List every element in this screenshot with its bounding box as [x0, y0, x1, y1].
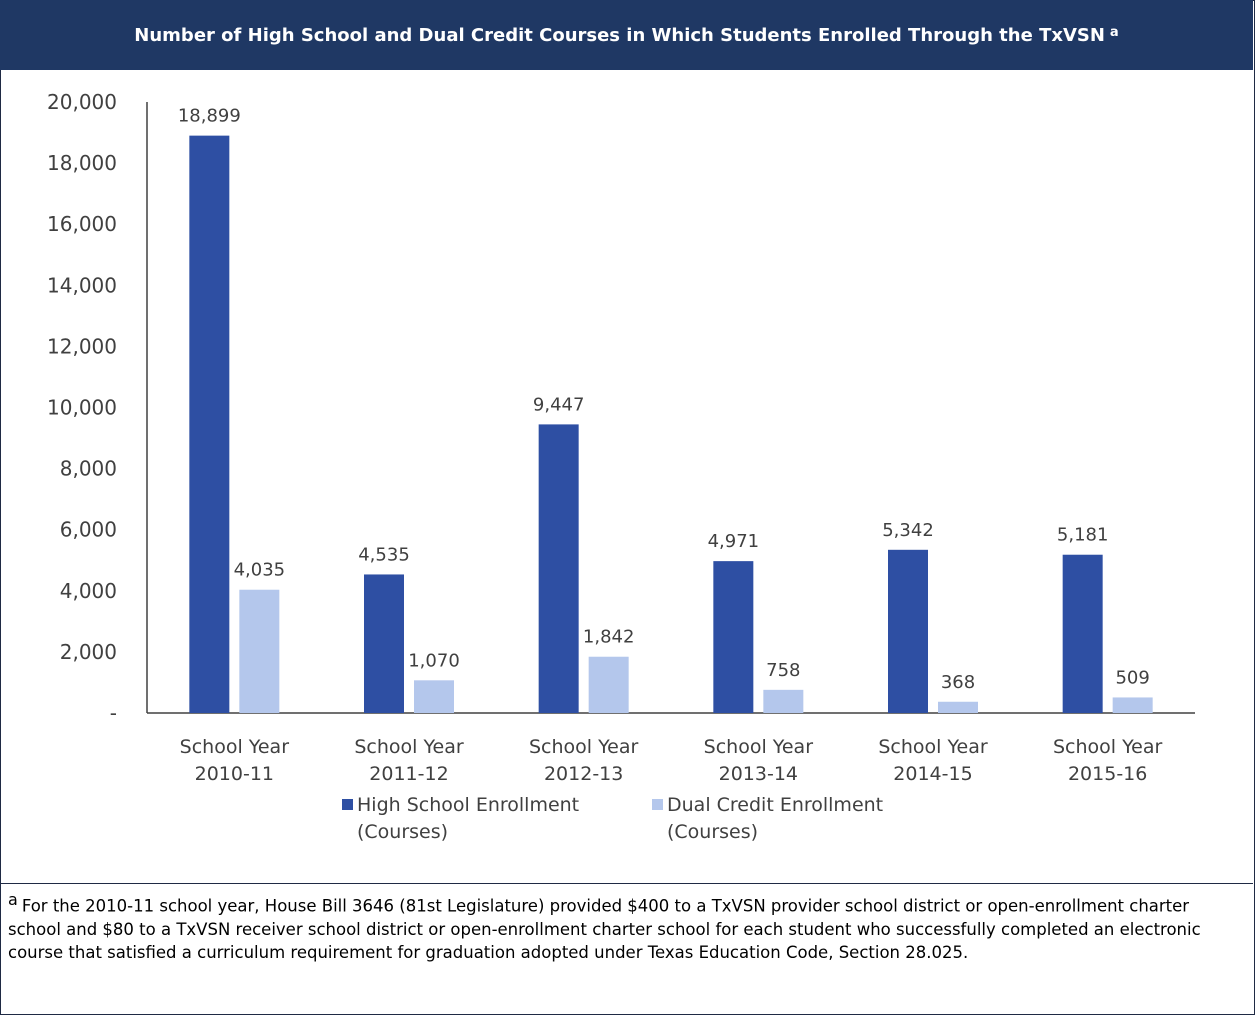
data-label: 9,447: [533, 394, 585, 415]
y-tick-label: 18,000: [47, 151, 117, 175]
x-tick-label: School Year: [354, 736, 464, 758]
data-label: 368: [941, 672, 975, 693]
x-tick-label: School Year: [180, 736, 290, 758]
data-label: 1,070: [408, 650, 460, 671]
x-tick-label: 2015-16: [1068, 763, 1147, 785]
bar: [938, 701, 978, 713]
data-label: 4,535: [358, 544, 410, 565]
footnote-divider: [0, 883, 1253, 884]
bar: [888, 549, 928, 713]
footnote: a For the 2010-11 school year, House Bill…: [8, 888, 1243, 964]
bar: [189, 135, 230, 713]
footnote-marker: a: [8, 890, 18, 909]
legend-label: (Courses): [357, 821, 448, 843]
legend-swatch: [652, 799, 663, 810]
data-label: 4,971: [708, 531, 760, 552]
legend-label: (Courses): [667, 821, 758, 843]
data-label: 18,899: [178, 106, 241, 127]
data-label: 5,342: [882, 520, 934, 541]
bar: [1062, 554, 1103, 713]
x-tick-label: School Year: [878, 736, 988, 758]
chart-header: Number of High School and Dual Credit Co…: [0, 0, 1253, 70]
x-tick-label: 2013-14: [719, 763, 798, 785]
bar: [538, 424, 579, 713]
y-tick-label: 6,000: [60, 518, 117, 542]
x-tick-label: School Year: [1053, 736, 1163, 758]
x-tick-label: School Year: [529, 736, 639, 758]
bar: [239, 589, 280, 713]
legend-swatch: [342, 799, 353, 810]
y-tick-label: 10,000: [47, 396, 117, 420]
x-tick-label: 2012-13: [544, 763, 623, 785]
y-tick-label: 14,000: [47, 273, 117, 297]
bar-chart: - 2,000 4,000 6,000 8,000 10,000 12,000 14,000 1…: [47, 90, 1195, 843]
data-label: 5,181: [1057, 525, 1109, 546]
y-tick-label: 2,000: [60, 640, 117, 664]
data-label: 758: [766, 660, 800, 681]
bar: [414, 680, 454, 713]
data-label: 509: [1115, 667, 1149, 688]
x-tick-label: 2010-11: [195, 763, 274, 785]
legend-label: Dual Credit Enrollment: [667, 794, 883, 816]
footnote-text: For the 2010-11 school year, House Bill …: [8, 896, 1201, 962]
y-tick-label: 16,000: [47, 212, 117, 236]
data-label: 4,035: [234, 560, 286, 581]
y-tick-label: 20,000: [47, 90, 117, 114]
x-tick-label: School Year: [704, 736, 814, 758]
x-tick-label: 2011-12: [369, 763, 448, 785]
x-tick-label: 2014-15: [893, 763, 972, 785]
data-label: 1,842: [583, 627, 635, 648]
title-footnote-marker: a: [1109, 24, 1119, 40]
chart-title: Number of High School and Dual Credit Co…: [134, 24, 1105, 46]
bar: [588, 656, 629, 713]
y-tick-label: -: [110, 701, 117, 725]
bar: [763, 689, 804, 713]
y-tick-label: 12,000: [47, 334, 117, 358]
legend-label: High School Enrollment: [357, 794, 579, 816]
y-tick-label: 8,000: [60, 457, 117, 481]
bar: [713, 561, 754, 713]
y-tick-label: 4,000: [60, 579, 117, 603]
bar: [1112, 697, 1153, 713]
bar: [364, 574, 404, 713]
